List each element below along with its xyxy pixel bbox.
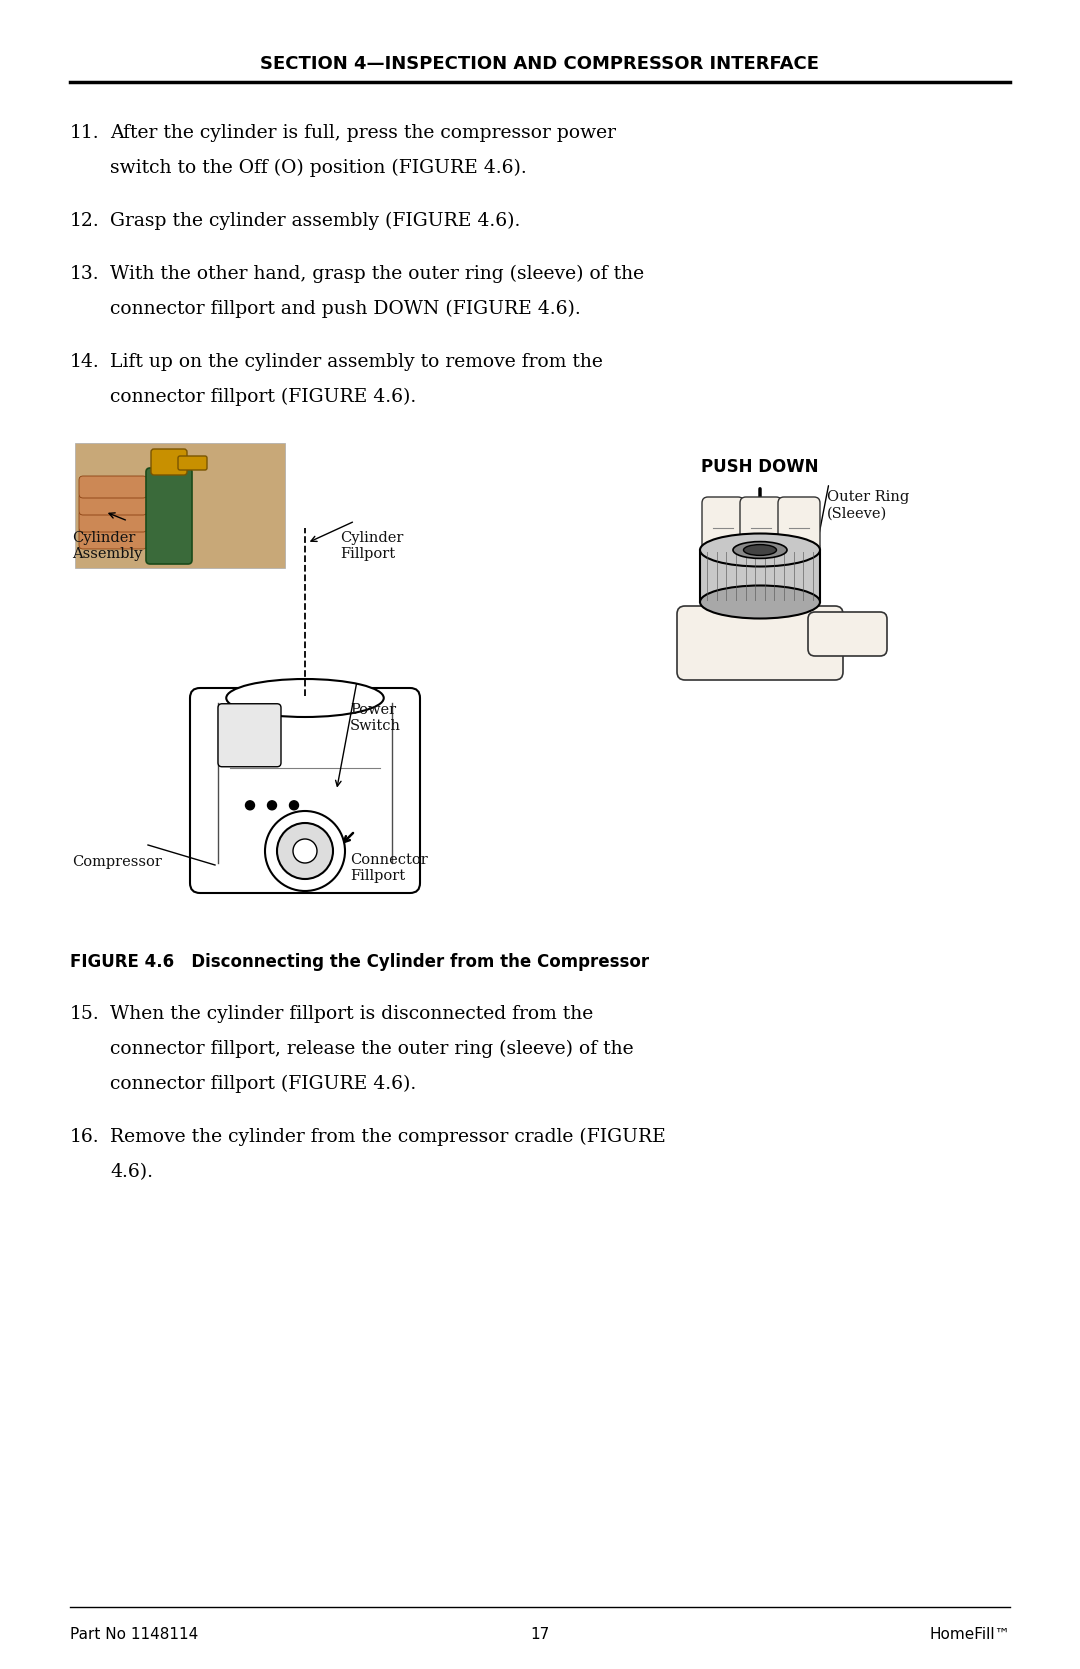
Text: Compressor: Compressor <box>72 855 162 870</box>
Text: connector fillport (FIGURE 4.6).: connector fillport (FIGURE 4.6). <box>110 1075 416 1093</box>
Text: Connector
Fillport: Connector Fillport <box>350 853 428 883</box>
Text: Grasp the cylinder assembly (FIGURE 4.6).: Grasp the cylinder assembly (FIGURE 4.6)… <box>110 212 521 230</box>
Circle shape <box>276 823 333 880</box>
Text: After the cylinder is full, press the compressor power: After the cylinder is full, press the co… <box>110 124 616 142</box>
Text: Lift up on the cylinder assembly to remove from the: Lift up on the cylinder assembly to remo… <box>110 354 603 371</box>
Text: When the cylinder fillport is disconnected from the: When the cylinder fillport is disconnect… <box>110 1005 593 1023</box>
Text: Power
Switch: Power Switch <box>350 703 401 733</box>
Circle shape <box>245 801 255 809</box>
FancyBboxPatch shape <box>151 449 187 476</box>
Text: 13.: 13. <box>70 265 99 284</box>
Text: Cylinder
Assembly: Cylinder Assembly <box>72 531 143 561</box>
FancyBboxPatch shape <box>700 551 820 603</box>
Ellipse shape <box>733 542 787 559</box>
Text: SECTION 4—INSPECTION AND COMPRESSOR INTERFACE: SECTION 4—INSPECTION AND COMPRESSOR INTE… <box>260 55 820 73</box>
Circle shape <box>289 801 298 809</box>
Text: 16.: 16. <box>70 1128 99 1147</box>
Text: connector fillport and push DOWN (FIGURE 4.6).: connector fillport and push DOWN (FIGURE… <box>110 300 581 319</box>
Ellipse shape <box>743 544 777 556</box>
Text: Part No 1148114: Part No 1148114 <box>70 1627 199 1642</box>
Text: 14.: 14. <box>70 354 99 371</box>
FancyBboxPatch shape <box>79 492 147 516</box>
Text: 17: 17 <box>530 1627 550 1642</box>
Text: FIGURE 4.6   Disconnecting the Cylinder from the Compressor: FIGURE 4.6 Disconnecting the Cylinder fr… <box>70 953 649 971</box>
FancyBboxPatch shape <box>79 511 147 532</box>
Ellipse shape <box>700 534 820 566</box>
Circle shape <box>265 811 345 891</box>
FancyBboxPatch shape <box>178 456 207 471</box>
Ellipse shape <box>700 586 820 619</box>
Circle shape <box>268 801 276 809</box>
Text: Outer Ring
(Sleeve): Outer Ring (Sleeve) <box>827 491 909 521</box>
Circle shape <box>293 840 318 863</box>
Text: Cylinder
Fillport: Cylinder Fillport <box>340 531 403 561</box>
FancyBboxPatch shape <box>740 497 782 561</box>
Ellipse shape <box>226 679 383 718</box>
FancyBboxPatch shape <box>79 476 147 497</box>
Text: connector fillport, release the outer ring (sleeve) of the: connector fillport, release the outer ri… <box>110 1040 634 1058</box>
Text: switch to the Off (O) position (FIGURE 4.6).: switch to the Off (O) position (FIGURE 4… <box>110 159 527 177</box>
Text: 11.: 11. <box>70 124 99 142</box>
Text: HomeFill™: HomeFill™ <box>929 1627 1010 1642</box>
Text: Remove the cylinder from the compressor cradle (FIGURE: Remove the cylinder from the compressor … <box>110 1128 665 1147</box>
FancyBboxPatch shape <box>146 467 192 564</box>
Text: 4.6).: 4.6). <box>110 1163 153 1182</box>
FancyBboxPatch shape <box>677 606 843 679</box>
FancyBboxPatch shape <box>702 497 744 561</box>
Text: 12.: 12. <box>70 212 99 230</box>
Text: With the other hand, grasp the outer ring (sleeve) of the: With the other hand, grasp the outer rin… <box>110 265 644 284</box>
Text: 15.: 15. <box>70 1005 99 1023</box>
Text: connector fillport (FIGURE 4.6).: connector fillport (FIGURE 4.6). <box>110 387 416 406</box>
FancyBboxPatch shape <box>75 442 285 567</box>
FancyBboxPatch shape <box>79 527 147 549</box>
Text: PUSH DOWN: PUSH DOWN <box>701 457 819 476</box>
FancyBboxPatch shape <box>808 613 887 656</box>
FancyBboxPatch shape <box>190 688 420 893</box>
FancyBboxPatch shape <box>218 704 281 766</box>
FancyBboxPatch shape <box>778 497 820 561</box>
